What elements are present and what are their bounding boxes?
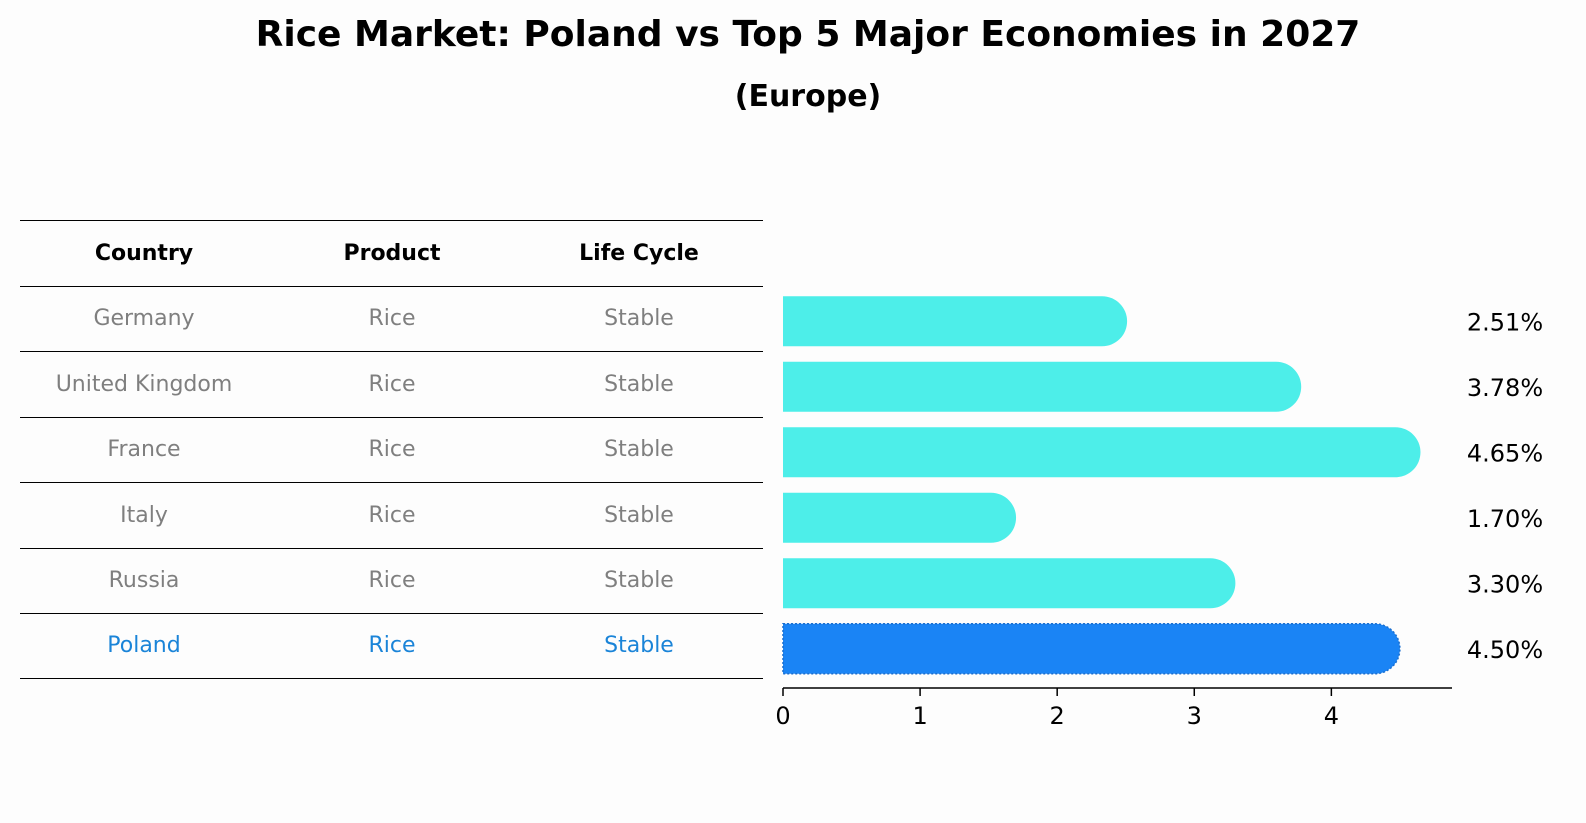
data-table: Country Product Life Cycle Germany Rice … xyxy=(20,220,763,679)
bar-germany xyxy=(783,296,1128,347)
value-label: 4.50% xyxy=(1467,636,1543,664)
table-cell-life-cycle: Stable xyxy=(604,502,674,528)
value-label: 1.70% xyxy=(1467,505,1543,533)
chart-title: Rice Market: Poland vs Top 5 Major Econo… xyxy=(255,14,1361,55)
table-cell-country: United Kingdom xyxy=(55,371,233,397)
table-cell-product: Rice xyxy=(368,306,416,332)
table-cell-product: Rice xyxy=(368,502,416,528)
table-cell-country: France xyxy=(107,437,181,463)
value-label: 4.65% xyxy=(1467,439,1543,467)
x-tick-label: 0 xyxy=(775,702,790,730)
bar-united-kingdom xyxy=(783,361,1302,412)
x-tick-label: 3 xyxy=(1187,702,1202,730)
x-tick-label: 1 xyxy=(912,702,927,730)
x-tick-label: 2 xyxy=(1050,702,1065,730)
column-header-country: Country xyxy=(94,240,194,266)
column-header-life-cycle: Life Cycle xyxy=(579,240,699,266)
table-cell-country: Russia xyxy=(108,568,180,594)
bar-russia xyxy=(783,558,1236,609)
table-cell-life-cycle: Stable xyxy=(604,437,674,463)
table-row: United Kingdom Rice Stable xyxy=(20,351,763,417)
table-cell-country: Germany xyxy=(93,306,195,332)
bar-france xyxy=(783,427,1421,478)
table-row: Germany Rice Stable xyxy=(20,285,763,352)
table-row-highlighted: Poland Rice Stable xyxy=(20,613,763,679)
table-cell-life-cycle: Stable xyxy=(604,568,674,594)
table-cell-country: Italy xyxy=(120,502,168,528)
chart-subtitle: (Europe) xyxy=(734,79,882,114)
table-cell-country: Poland xyxy=(107,633,181,659)
table-header-row: Country Product Life Cycle xyxy=(20,220,763,286)
table-cell-product: Rice xyxy=(368,568,416,594)
table-cell-product: Rice xyxy=(368,371,416,397)
table-cell-life-cycle: Stable xyxy=(604,633,674,659)
table-row: France Rice Stable xyxy=(20,416,763,483)
value-label: 2.51% xyxy=(1467,308,1543,336)
value-label: 3.30% xyxy=(1467,570,1543,598)
table-cell-product: Rice xyxy=(368,437,416,463)
value-label: 3.78% xyxy=(1467,374,1543,402)
table-row: Russia Rice Stable xyxy=(20,547,763,614)
bar-italy xyxy=(783,492,1017,543)
column-header-product: Product xyxy=(343,240,441,266)
table-cell-product: Rice xyxy=(368,633,416,659)
x-tick-label: 4 xyxy=(1324,702,1339,730)
bar-poland xyxy=(782,623,1401,675)
table-cell-life-cycle: Stable xyxy=(604,371,674,397)
table-cell-life-cycle: Stable xyxy=(604,306,674,332)
table-row: Italy Rice Stable xyxy=(20,482,763,548)
